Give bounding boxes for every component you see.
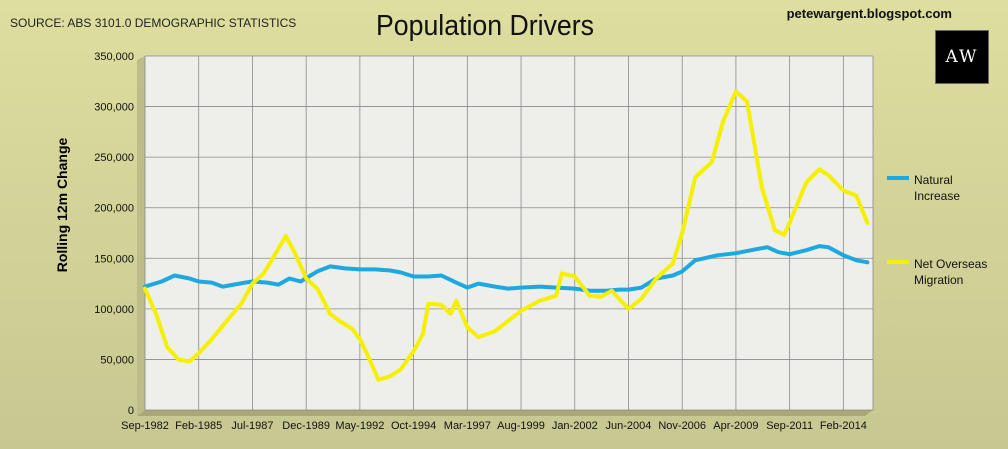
x-tick-label: Sep-1982 <box>121 420 169 432</box>
x-tick-label: Apr-2009 <box>713 420 758 432</box>
x-tick-label: Aug-1999 <box>497 420 545 432</box>
aw-logo: AW <box>935 30 989 84</box>
y-tick-label: 0 <box>128 405 134 417</box>
x-tick-label: Nov-2006 <box>658 420 706 432</box>
y-tick-label: 350,000 <box>94 51 134 63</box>
x-tick-label: Feb-2014 <box>820 420 867 432</box>
legend-swatch-natural-increase <box>887 176 909 180</box>
x-tick-label: Dec-1989 <box>282 420 330 432</box>
plot-area <box>145 56 873 410</box>
y-tick-label: 250,000 <box>94 152 134 164</box>
y-tick-label: 50,000 <box>100 354 134 366</box>
blog-url: petewargent.blogspot.com <box>786 6 952 21</box>
series-net-overseas-migration <box>143 89 870 382</box>
x-tick-label: Jun-2004 <box>606 420 652 432</box>
plot-side-wall <box>137 56 145 416</box>
source-note: SOURCE: ABS 3101.0 DEMOGRAPHIC STATISTIC… <box>10 16 297 30</box>
y-tick-label: 100,000 <box>94 304 134 316</box>
x-tick-label: Jul-1987 <box>231 420 273 432</box>
legend-swatch-net-overseas-migration <box>887 260 909 264</box>
x-tick-label: Oct-1994 <box>391 420 436 432</box>
legend-natural-increase: Natural Increase <box>914 173 961 203</box>
x-tick-label: Feb-1985 <box>175 420 222 432</box>
y-tick-label: 300,000 <box>94 102 134 114</box>
plot-floor <box>137 410 873 416</box>
x-tick-label: Sep-2011 <box>766 420 813 432</box>
x-tick-label: Mar-1997 <box>444 420 491 432</box>
logo-text: AW <box>945 47 979 67</box>
x-tick-label: Jan-2002 <box>552 420 598 432</box>
series-natural-increase <box>143 244 870 293</box>
y-tick-label: 150,000 <box>94 253 134 265</box>
chart-title: Population Drivers <box>375 10 594 42</box>
legend-net-overseas-migration: Net Overseas Migration <box>914 257 988 287</box>
x-tick-label: May-1992 <box>335 420 384 432</box>
y-tick-label: 200,000 <box>94 203 134 215</box>
